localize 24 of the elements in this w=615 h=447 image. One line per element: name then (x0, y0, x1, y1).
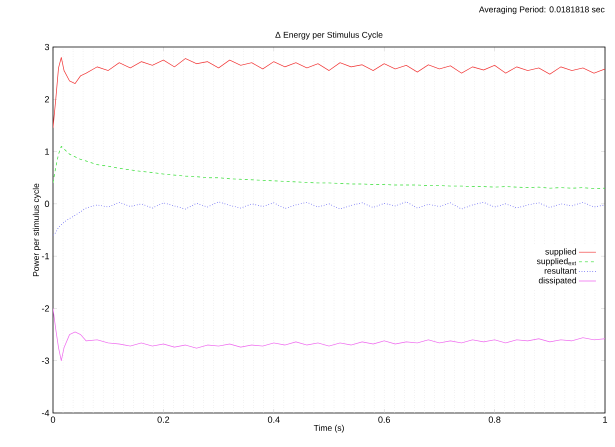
text: Averaging Period: 0.0181818 sec (478, 6, 605, 14)
y-tick-label: 3 (44, 44, 50, 50)
legend-label: supplied (545, 248, 576, 256)
x-tick-label: 1 (603, 416, 608, 423)
x-tick-label: 0.2 (158, 416, 170, 423)
x-tick-label: 0 (50, 416, 56, 423)
y-tick-label: 2 (44, 96, 50, 102)
legend-label: supplied$_{ext}$ (536, 258, 576, 266)
y-tick-label: 1 (45, 148, 50, 155)
x-tick-label: 0.4 (268, 416, 280, 423)
y-axis-title: Power per stimulus cycle (32, 184, 41, 276)
line-series (53, 308, 606, 362)
y-tick-label: -4 (42, 410, 50, 416)
chart-title: Δ Energy per Stimulus Cycle (275, 32, 382, 40)
line-series (53, 57, 606, 128)
y-tick-label: 0 (44, 200, 50, 208)
x-tick-label: 0.6 (378, 416, 390, 423)
x-axis-title: Time (s) (314, 424, 344, 433)
x-tick-label: 0.8 (488, 416, 500, 423)
y-tick-label: -3 (42, 358, 50, 364)
legend-label: dissipated (538, 277, 576, 286)
legend-label: resultant (544, 268, 577, 274)
y-tick-label: -1 (42, 253, 50, 260)
y-tick-label: -2 (42, 305, 50, 312)
